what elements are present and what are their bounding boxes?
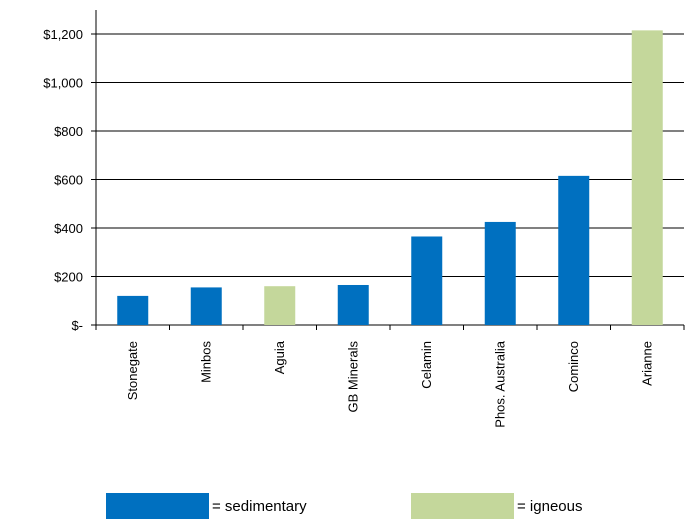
y-tick-label: $1,000 bbox=[43, 76, 83, 91]
x-tick-label: Phos. Australia bbox=[492, 340, 507, 427]
x-tick-label: Minbos bbox=[198, 341, 213, 383]
x-tick-label: Cominco bbox=[566, 341, 581, 392]
legend-item-sedimentary: = sedimentary bbox=[106, 491, 307, 521]
legend-label-sedimentary: = sedimentary bbox=[212, 497, 307, 515]
bar-stonegate bbox=[117, 295, 149, 325]
legend-swatch-sedimentary bbox=[106, 493, 209, 519]
y-tick-label: $- bbox=[71, 318, 83, 333]
y-tick-label: $200 bbox=[54, 270, 83, 285]
bar-phos-australia bbox=[484, 221, 516, 325]
x-tick-label: Arianne bbox=[639, 341, 654, 386]
bar-aguia bbox=[264, 286, 296, 325]
bar-minbos bbox=[190, 287, 222, 325]
legend-swatch-igneous bbox=[411, 493, 514, 519]
y-tick-label: $1,200 bbox=[43, 27, 83, 42]
x-tick-label: Stonegate bbox=[125, 341, 140, 400]
y-tick-label: $400 bbox=[54, 221, 83, 236]
bar-celamin bbox=[411, 236, 443, 325]
legend-item-igneous: = igneous bbox=[411, 491, 582, 521]
x-tick-label: Aguia bbox=[272, 340, 287, 374]
bar-gb-minerals bbox=[337, 284, 369, 325]
y-tick-label: $800 bbox=[54, 124, 83, 139]
y-tick-label: $600 bbox=[54, 173, 83, 188]
bar-cominco bbox=[558, 175, 590, 325]
bar-arianne bbox=[631, 30, 663, 326]
legend-label-igneous: = igneous bbox=[517, 497, 583, 515]
x-tick-label: GB Minerals bbox=[345, 341, 360, 413]
x-tick-label: Celamin bbox=[419, 341, 434, 389]
